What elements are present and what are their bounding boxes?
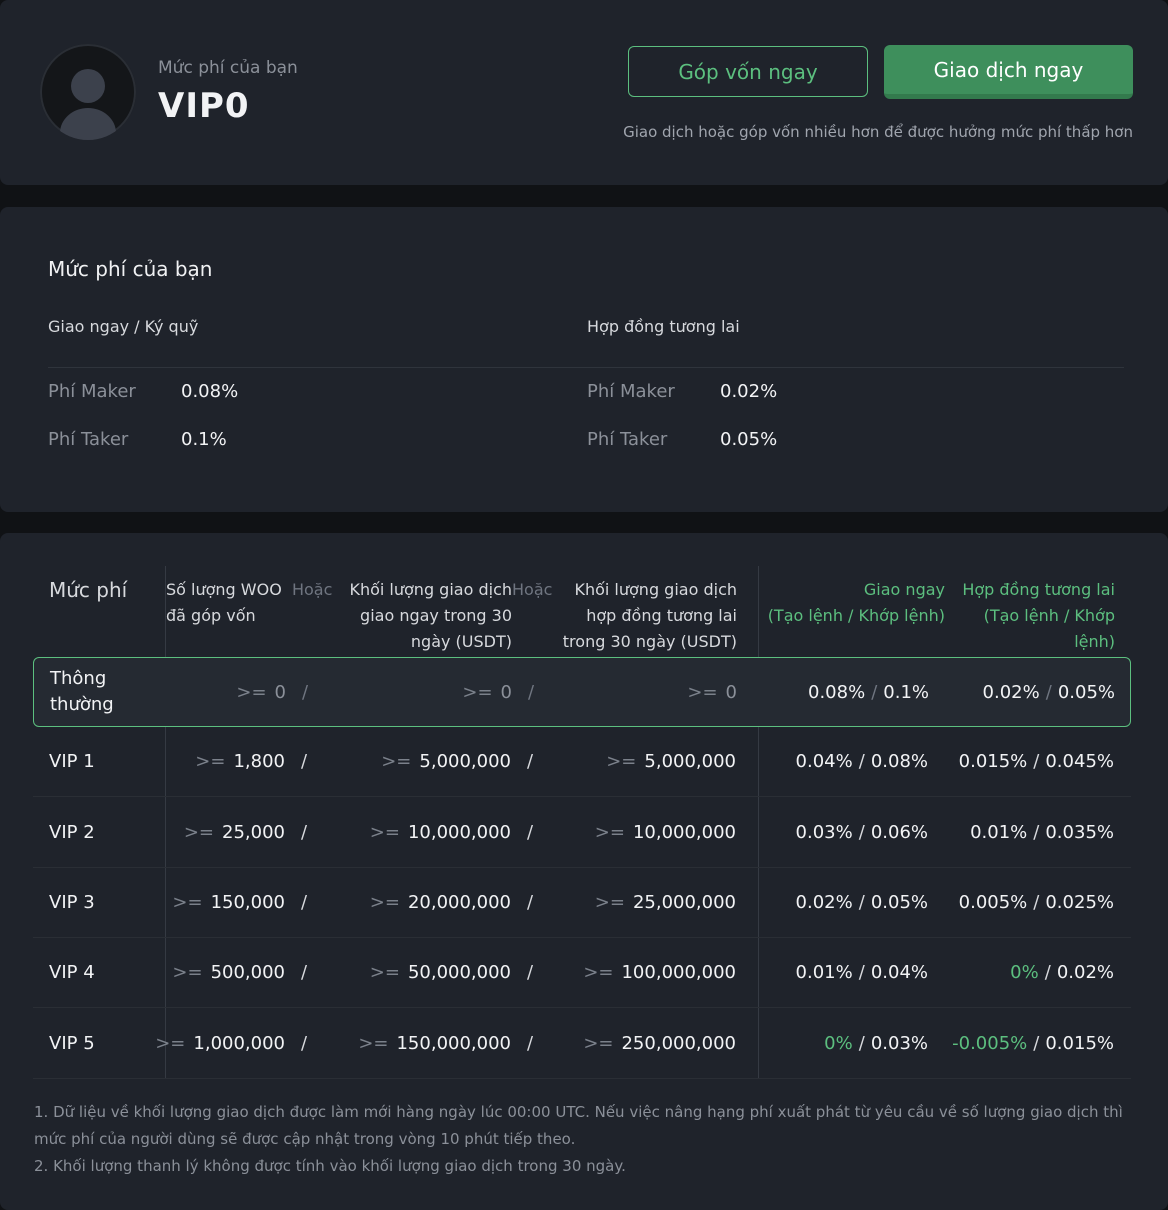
spot-volume: >= 50,000,000 [369,962,511,983]
fee-tier-table-card: Mức phí Số lượng WOO Hoặc đã góp vốn Khố… [0,533,1168,1210]
tier-row: VIP 3 >= 150,000 / >= 20,000,000 / >= 25,00… [33,868,1131,938]
futures-fee: 0.015% / 0.045% [958,751,1114,772]
tier-name-cell: VIP 5 [49,1009,95,1078]
contribute-now-button[interactable]: Góp vốn ngay [628,46,868,97]
header-or: Hoặc [291,580,333,599]
header-or: Hoặc [512,580,553,599]
tier-name-cell: VIP 4 [49,938,95,1007]
tier-name: VIP 4 [49,962,95,983]
header-futures-volume: Khối lượng giao dịch hợp đồng tương lai … [562,580,737,651]
slash: / [528,681,535,703]
futures-title: Hợp đồng tương lai [587,317,740,336]
divider [48,367,1124,368]
spot-fee: 0.04% / 0.08% [795,751,928,772]
tier-name: Thông [50,668,107,689]
spot-maker-label: Phí Maker [48,381,136,402]
slash: / [527,962,534,983]
woo-amount: >= 1,800 [195,751,285,772]
header-futures-fee: Hợp đồng tương lai (Tạo lệnh / Khớp lệnh… [962,580,1115,651]
futures-fee: -0.005% / 0.015% [952,1033,1114,1054]
tier-name: VIP 1 [49,751,95,772]
my-fees-card: Mức phí của bạn Giao ngay / Ký quỹ Hợp đ… [0,207,1168,512]
header-spot-fee: Giao ngay (Tạo lệnh / Khớp lệnh) [767,580,945,625]
header-spot-volume: Khối lượng giao dịch giao ngay trong 30 … [349,580,512,651]
column-divider [165,566,166,1078]
footnote-2: 2. Khối lượng thanh lý không được tính v… [34,1157,626,1175]
slash: / [527,822,534,843]
slash: / [301,751,308,772]
futures-fee: 0% / 0.02% [1010,962,1114,983]
slash: / [527,1033,534,1054]
fee-tier-label: Mức phí của bạn [158,58,298,78]
spot-fee: 0.02% / 0.05% [795,892,928,913]
vip-level: VIP0 [158,86,250,126]
woo-amount: >= 500,000 [172,962,285,983]
futures-fee: 0.02% / 0.05% [982,681,1115,703]
slash: / [301,892,308,913]
tier-row: VIP 2 >= 25,000 / >= 10,000,000 / >= 10,000… [33,798,1131,868]
tier-name-cell: VIP 2 [49,798,95,867]
futures-volume: >= 0 [687,681,737,703]
futures-volume: >= 25,000,000 [594,892,736,913]
tier-name: VIP 3 [49,892,95,913]
futures-taker-value: 0.05% [720,429,778,450]
tier-name: VIP 5 [49,1033,95,1054]
slash: / [301,1033,308,1054]
spot-volume: >= 5,000,000 [381,751,511,772]
tier-row: VIP 4 >= 500,000 / >= 50,000,000 / >= 100,0… [33,938,1131,1008]
futures-volume: >= 10,000,000 [594,822,736,843]
futures-fee: 0.01% / 0.035% [970,822,1114,843]
my-fees-title: Mức phí của bạn [48,257,213,281]
futures-volume: >= 250,000,000 [583,1033,736,1054]
spot-fee: 0% / 0.03% [824,1033,928,1054]
slash: / [301,962,308,983]
spot-taker-value: 0.1% [181,429,227,450]
spot-fee: 0.03% / 0.06% [795,822,928,843]
tier-name: VIP 2 [49,822,95,843]
avatar [40,44,136,140]
woo-amount: >= 25,000 [183,822,285,843]
tier-row-current: Thông thường >= 0 / >= 0 / >= 0 0.08% / 0.1%… [33,657,1131,727]
spot-volume: >= 150,000,000 [358,1033,511,1054]
user-icon [71,69,105,103]
spot-volume: >= 10,000,000 [369,822,511,843]
slash: / [302,681,309,703]
spot-margin-title: Giao ngay / Ký quỹ [48,317,199,336]
spot-volume: >= 0 [462,681,512,703]
spot-volume: >= 20,000,000 [369,892,511,913]
tier-name-cell: Thông thường [50,668,114,715]
slash: / [301,822,308,843]
spot-fee: 0.01% / 0.04% [795,962,928,983]
spot-maker-value: 0.08% [181,381,239,402]
tier-row: VIP 5 >= 1,000,000 / >= 150,000,000 / >= 25… [33,1009,1131,1079]
slash: / [527,751,534,772]
woo-amount: >= 0 [236,681,286,703]
account-summary-card: Mức phí của bạn VIP0 Góp vốn ngay Giao d… [0,0,1168,185]
tier-name-cell: VIP 1 [49,727,95,796]
futures-maker-label: Phí Maker [587,381,675,402]
footnote-1: 1. Dữ liệu về khối lượng giao dịch được … [34,1103,1123,1148]
tier-row: VIP 1 >= 1,800 / >= 5,000,000 / >= 5,000,00… [33,727,1131,797]
header-woo: Số lượng WOO Hoặc đã góp vốn [166,580,333,625]
trade-now-button[interactable]: Giao dịch ngay [884,45,1133,99]
spot-fee: 0.08% / 0.1% [808,681,929,703]
woo-amount: >= 150,000 [172,892,285,913]
futures-volume: >= 5,000,000 [606,751,736,772]
futures-maker-value: 0.02% [720,381,778,402]
header-tier: Mức phí [49,578,128,602]
futures-fee: 0.005% / 0.025% [958,892,1114,913]
tier-name-cell: VIP 3 [49,868,95,937]
column-divider [758,566,759,1078]
woo-amount: >= 1,000,000 [155,1033,285,1054]
spot-taker-label: Phí Taker [48,429,129,450]
futures-volume: >= 100,000,000 [583,962,736,983]
upgrade-hint: Giao dịch hoặc góp vốn nhiều hơn để được… [623,123,1133,141]
slash: / [527,892,534,913]
futures-taker-label: Phí Taker [587,429,668,450]
